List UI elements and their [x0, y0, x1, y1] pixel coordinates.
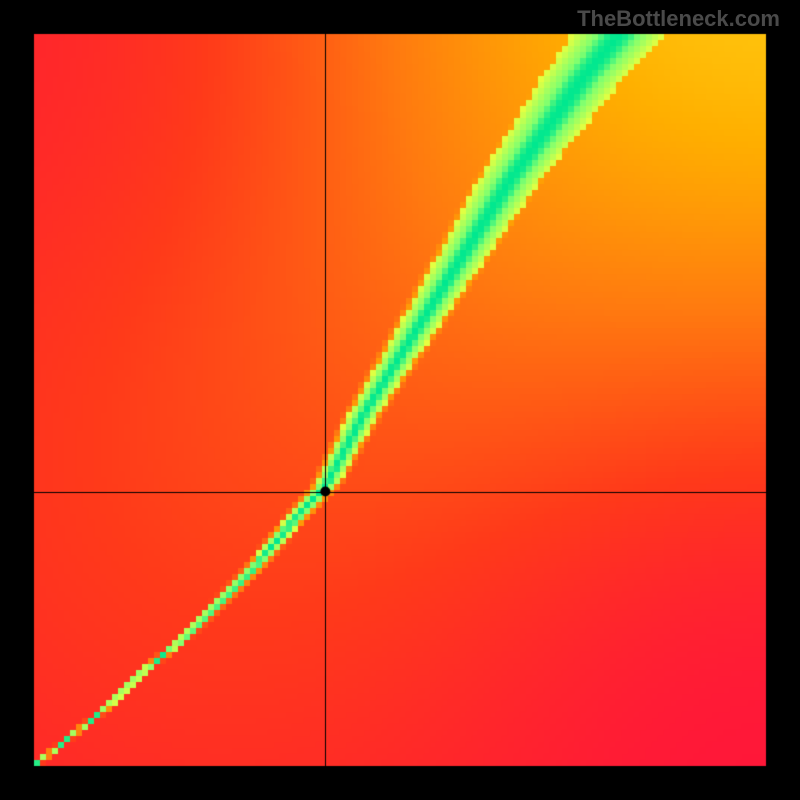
watermark-text: TheBottleneck.com — [577, 6, 780, 32]
heatmap-canvas — [0, 0, 800, 800]
chart-container: TheBottleneck.com — [0, 0, 800, 800]
